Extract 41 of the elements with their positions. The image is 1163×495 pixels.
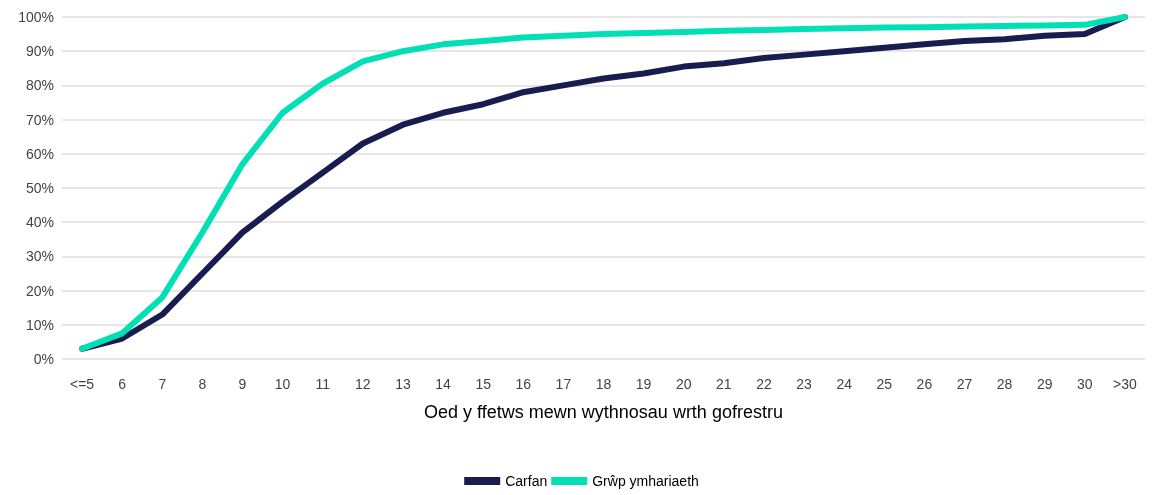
y-tick-label: 100% bbox=[18, 9, 54, 25]
x-tick-label: 12 bbox=[355, 376, 371, 392]
x-tick-label: 13 bbox=[395, 376, 411, 392]
x-tick-label: 20 bbox=[675, 376, 692, 392]
x-tick-label: 25 bbox=[876, 376, 893, 392]
x-tick-label: >30 bbox=[1113, 376, 1138, 392]
x-tick-label: 27 bbox=[956, 376, 973, 392]
x-tick-label: 8 bbox=[198, 376, 207, 392]
y-tick-label: 70% bbox=[25, 111, 54, 128]
x-tick-label: 16 bbox=[515, 376, 532, 392]
x-tick-label: 22 bbox=[756, 376, 772, 392]
x-tick-label: 26 bbox=[916, 376, 933, 392]
x-tick-label: 19 bbox=[635, 376, 652, 392]
y-tick-label: 30% bbox=[25, 248, 54, 265]
x-tick-label: 10 bbox=[274, 376, 291, 392]
x-tick-label: 28 bbox=[996, 376, 1013, 392]
x-tick-label: 24 bbox=[836, 376, 853, 392]
x-tick-label: 21 bbox=[716, 376, 732, 392]
y-tick-label: 80% bbox=[25, 77, 54, 94]
x-tick-label: <=5 bbox=[69, 376, 95, 392]
y-tick-label: 50% bbox=[25, 180, 54, 196]
x-axis-title: Oed y ffetws mewn wythnosau wrth gofrestru bbox=[424, 402, 783, 422]
y-tick-label: 60% bbox=[25, 145, 54, 162]
x-tick-label: 17 bbox=[555, 376, 572, 392]
x-tick-label: 18 bbox=[595, 376, 612, 392]
x-tick-label: 9 bbox=[238, 376, 247, 392]
legend-label: Carfan bbox=[505, 473, 548, 489]
x-tick-label: 7 bbox=[158, 376, 167, 392]
y-tick-label: 40% bbox=[25, 214, 54, 231]
x-tick-label: 6 bbox=[118, 376, 127, 392]
x-tick-label: 11 bbox=[315, 376, 331, 392]
x-tick-label: 30 bbox=[1077, 376, 1093, 392]
x-tick-label: 15 bbox=[475, 376, 492, 392]
legend-label: Grŵp ymhariaeth bbox=[592, 473, 699, 489]
x-tick-label: 23 bbox=[796, 376, 813, 392]
x-tick-label: 14 bbox=[435, 376, 452, 392]
y-tick-label: 90% bbox=[25, 43, 54, 60]
y-tick-label: 10% bbox=[25, 316, 54, 333]
y-tick-label: 0% bbox=[33, 351, 54, 367]
x-tick-label: 29 bbox=[1036, 376, 1053, 392]
y-tick-label: 20% bbox=[25, 282, 54, 299]
